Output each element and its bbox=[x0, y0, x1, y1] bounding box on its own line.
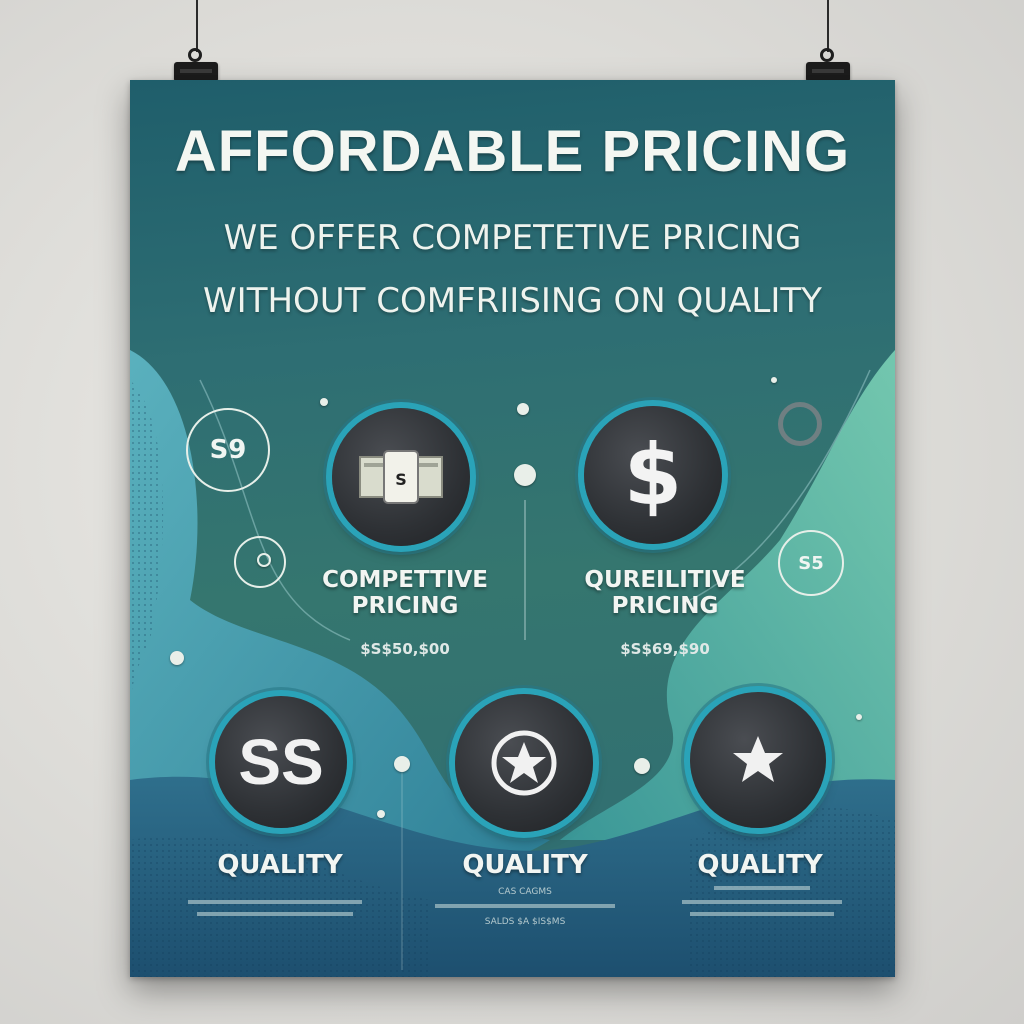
decorative-ring bbox=[778, 402, 822, 446]
hanging-wire-left bbox=[196, 0, 198, 52]
decorative-dot bbox=[377, 810, 385, 818]
top-price-right: $S$69,$90 bbox=[620, 640, 710, 658]
decorative-dot bbox=[771, 377, 777, 383]
poster-title: AFFORDABLE PRICING bbox=[174, 119, 851, 184]
price-badge-left-text: S9 bbox=[209, 435, 247, 465]
price-badge-right: S5 bbox=[778, 530, 844, 596]
dollar-sign-icon: $ bbox=[623, 426, 683, 524]
price-badge-right-text: S5 bbox=[798, 552, 824, 574]
bottom-caption-middle-line1: CAS CAGMS bbox=[498, 887, 552, 897]
decorative-dot bbox=[856, 714, 862, 720]
hanging-wire-right bbox=[827, 0, 829, 52]
poster-subtitle-line1: WE OFFER COMPETETIVE PRICING bbox=[223, 218, 802, 258]
decorative-dot bbox=[634, 758, 650, 774]
star-circle-icon bbox=[491, 730, 557, 796]
bottom-label-middle: QUALITY bbox=[462, 850, 588, 880]
top-price-left: $S$50,$00 bbox=[360, 640, 450, 658]
decorative-ring-small bbox=[234, 536, 286, 588]
top-label-left-line2: PRICING bbox=[351, 593, 459, 619]
bottom-label-right: QUALITY bbox=[697, 850, 823, 880]
decorative-dot bbox=[257, 553, 271, 567]
binder-clip-left bbox=[174, 48, 218, 84]
decorative-dot bbox=[517, 403, 529, 415]
ss-icon-circle: SS bbox=[215, 696, 347, 828]
dollar-text-icon: SS bbox=[238, 726, 324, 798]
bottom-label-left: QUALITY bbox=[217, 850, 343, 880]
star-icon bbox=[733, 736, 783, 782]
decorative-dot bbox=[320, 398, 328, 406]
decorative-dot bbox=[394, 756, 410, 772]
bottom-caption-middle-line2: SALDS $A $IS$MS bbox=[484, 917, 566, 927]
money-stack-icon-circle: S bbox=[332, 408, 470, 546]
star-icon-circle bbox=[690, 692, 826, 828]
pricing-poster: AFFORDABLE PRICING WE OFFER COMPETETIVE … bbox=[130, 80, 895, 977]
top-label-right-line1: QUREILITIVE bbox=[584, 567, 746, 593]
poster-subtitle-line2: WITHOUT COMFRIISING ON QUALITY bbox=[203, 281, 822, 321]
top-label-left-line1: COMPETTIVE bbox=[322, 567, 488, 593]
decorative-dot bbox=[514, 464, 536, 486]
decorative-dot bbox=[170, 651, 184, 665]
top-label-right-line2: PRICING bbox=[611, 593, 719, 619]
caption-lines-left bbox=[188, 900, 362, 916]
binder-clip-right bbox=[806, 48, 850, 84]
caption-lines-right bbox=[682, 886, 842, 916]
dollar-icon-circle: $ bbox=[584, 406, 722, 544]
price-badge-left: S9 bbox=[186, 408, 270, 492]
money-stack-letter: S bbox=[395, 470, 407, 489]
caption-lines-middle bbox=[435, 904, 615, 908]
star-circle-icon-circle bbox=[455, 694, 593, 832]
money-stack-icon: S bbox=[359, 450, 443, 504]
poster-background-waves bbox=[130, 350, 895, 977]
